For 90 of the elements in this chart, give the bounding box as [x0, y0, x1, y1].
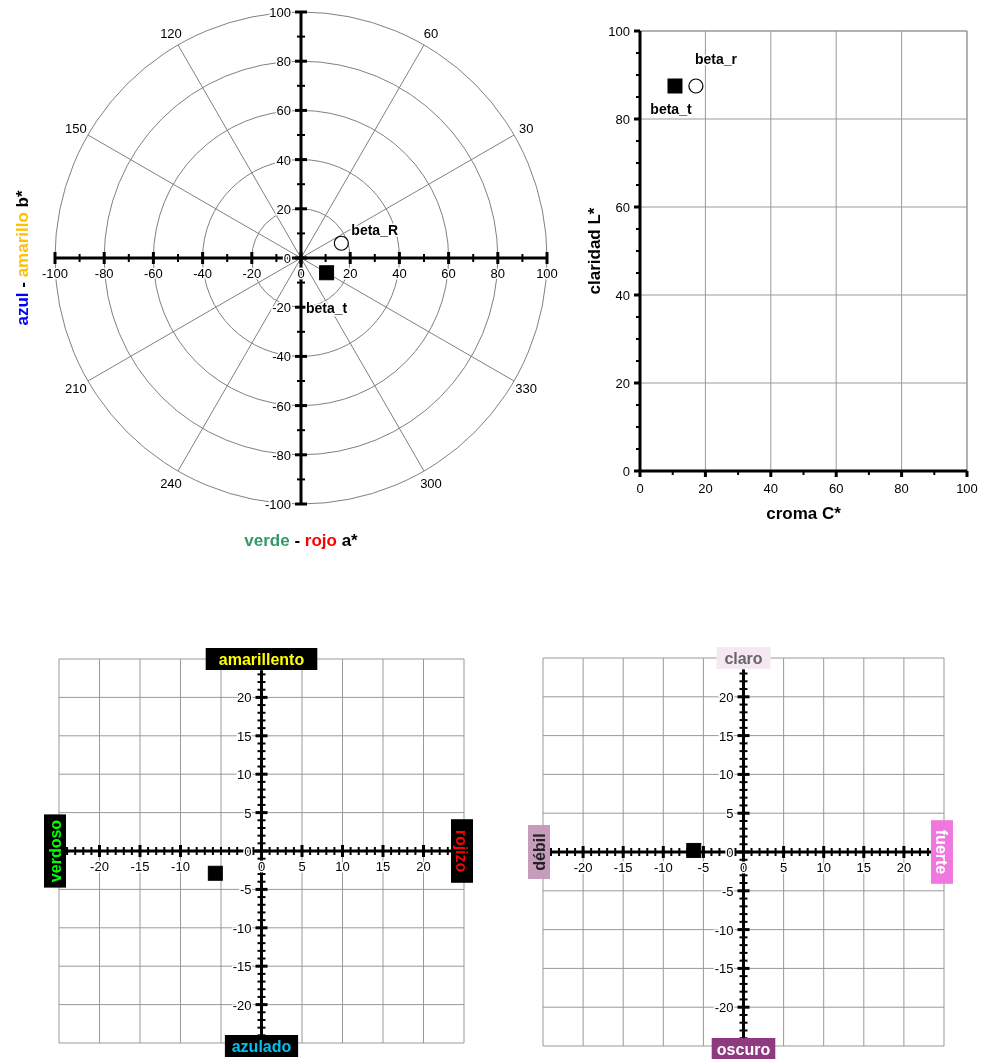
y-tick-label: -10	[232, 920, 252, 936]
annotation: débil	[531, 833, 548, 871]
x-tick-label: -15	[130, 859, 150, 874]
y-tick-label: -10	[714, 922, 734, 938]
y-tick-label: -80	[272, 447, 291, 463]
y-tick-label: -100	[264, 497, 291, 512]
annotation: 120	[160, 25, 182, 41]
y-tick-label: 20	[719, 689, 734, 705]
x-tick-label: 10	[816, 860, 831, 875]
y-tick-label: 80	[615, 112, 630, 127]
series-label: beta_t	[650, 101, 692, 117]
y-tick-label: 20	[237, 690, 252, 706]
x-tick-label: 40	[392, 266, 407, 281]
x-tick-label: -20	[573, 860, 593, 875]
y-axis-title: claridad L*	[585, 207, 604, 295]
annotation: 60	[423, 25, 439, 41]
x-tick-label: 80	[490, 266, 506, 281]
x-tick-label: 100	[956, 481, 978, 496]
annotation: oscuro	[716, 1041, 771, 1058]
y-tick-label: 40	[276, 152, 291, 168]
x-tick-label: 0	[636, 481, 644, 496]
y-tick-label: 60	[276, 103, 291, 119]
y-tick-label: 60	[615, 200, 630, 215]
annotation: azulado	[231, 1038, 292, 1055]
y-tick-label: -20	[714, 1000, 734, 1016]
x-tick-label: -60	[144, 266, 163, 281]
x-tick-label: 0	[257, 859, 266, 874]
x-tick-label: 20	[698, 481, 713, 496]
series-label: beta_r	[694, 51, 738, 67]
x-axis-title: croma C*	[766, 504, 842, 523]
y-tick-label: 5	[726, 806, 734, 822]
y-tick-label: 10	[719, 767, 734, 783]
y-tick-label: -15	[714, 961, 734, 977]
x-tick-label: 60	[828, 481, 844, 496]
annotation: 300	[420, 476, 442, 492]
annotation: 30	[518, 121, 534, 136]
x-tick-label: -10	[171, 859, 190, 874]
x-tick-label: 15	[856, 860, 872, 875]
annotation: rojizo	[453, 829, 470, 873]
y-tick-label: 15	[719, 728, 734, 744]
y-tick-label: 0	[622, 464, 630, 479]
y-tick-label: 5	[244, 805, 252, 821]
x-tick-label: 5	[779, 860, 788, 875]
annotation: amarillento	[218, 651, 305, 668]
y-tick-label: 100	[608, 24, 630, 39]
annotation: claro	[724, 650, 763, 667]
y-tick-label: 20	[615, 376, 630, 391]
x-tick-label: 20	[342, 266, 358, 281]
x-axis-title: verde - rojo a*	[244, 531, 359, 550]
y-tick-label: 0	[244, 844, 252, 859]
annotation: 330	[515, 381, 538, 396]
x-tick-label: 40	[763, 481, 779, 496]
x-tick-label: 80	[894, 481, 909, 496]
y-tick-label: 80	[276, 54, 291, 70]
x-tick-label: 0	[739, 860, 748, 875]
annotation: 210	[64, 381, 87, 396]
y-tick-label: 0	[726, 845, 734, 860]
x-tick-label: 20	[896, 860, 912, 875]
annotation: 150	[64, 121, 87, 136]
annotation: verdoso	[47, 819, 64, 883]
y-tick-label: 10	[237, 767, 252, 783]
y-tick-label: -5	[239, 882, 252, 898]
x-tick-label: -40	[193, 266, 212, 281]
y-tick-label: 100	[269, 5, 291, 20]
y-tick-label: -5	[721, 883, 734, 899]
x-tick-label: 5	[298, 859, 306, 874]
x-tick-label: 60	[441, 266, 456, 281]
annotation: fuerte	[933, 829, 950, 875]
y-tick-label: -20	[232, 997, 252, 1013]
x-tick-label: 20	[416, 859, 431, 874]
x-tick-label: 0	[297, 266, 305, 281]
x-tick-label: -20	[90, 859, 109, 874]
y-tick-label: -15	[232, 959, 252, 975]
x-tick-label: 100	[536, 266, 558, 281]
x-tick-label: -80	[94, 266, 114, 281]
y-tick-label: -40	[272, 349, 291, 365]
y-tick-label: 40	[615, 288, 630, 303]
annotation: 240	[160, 476, 182, 492]
series-label: beta_R	[351, 222, 399, 239]
x-tick-label: 15	[375, 859, 391, 874]
x-tick-label: -5	[697, 860, 710, 875]
series-label: beta_t	[305, 299, 348, 316]
y-tick-label: 15	[237, 728, 252, 744]
y-axis-title: azul - amarillo b*	[13, 190, 32, 326]
y-tick-label: -20	[272, 300, 291, 316]
x-tick-label: -10	[653, 860, 673, 875]
y-tick-label: -60	[272, 398, 291, 414]
y-tick-label: 20	[276, 201, 291, 217]
x-tick-label: -100	[41, 266, 69, 281]
x-tick-label: 10	[335, 859, 350, 874]
